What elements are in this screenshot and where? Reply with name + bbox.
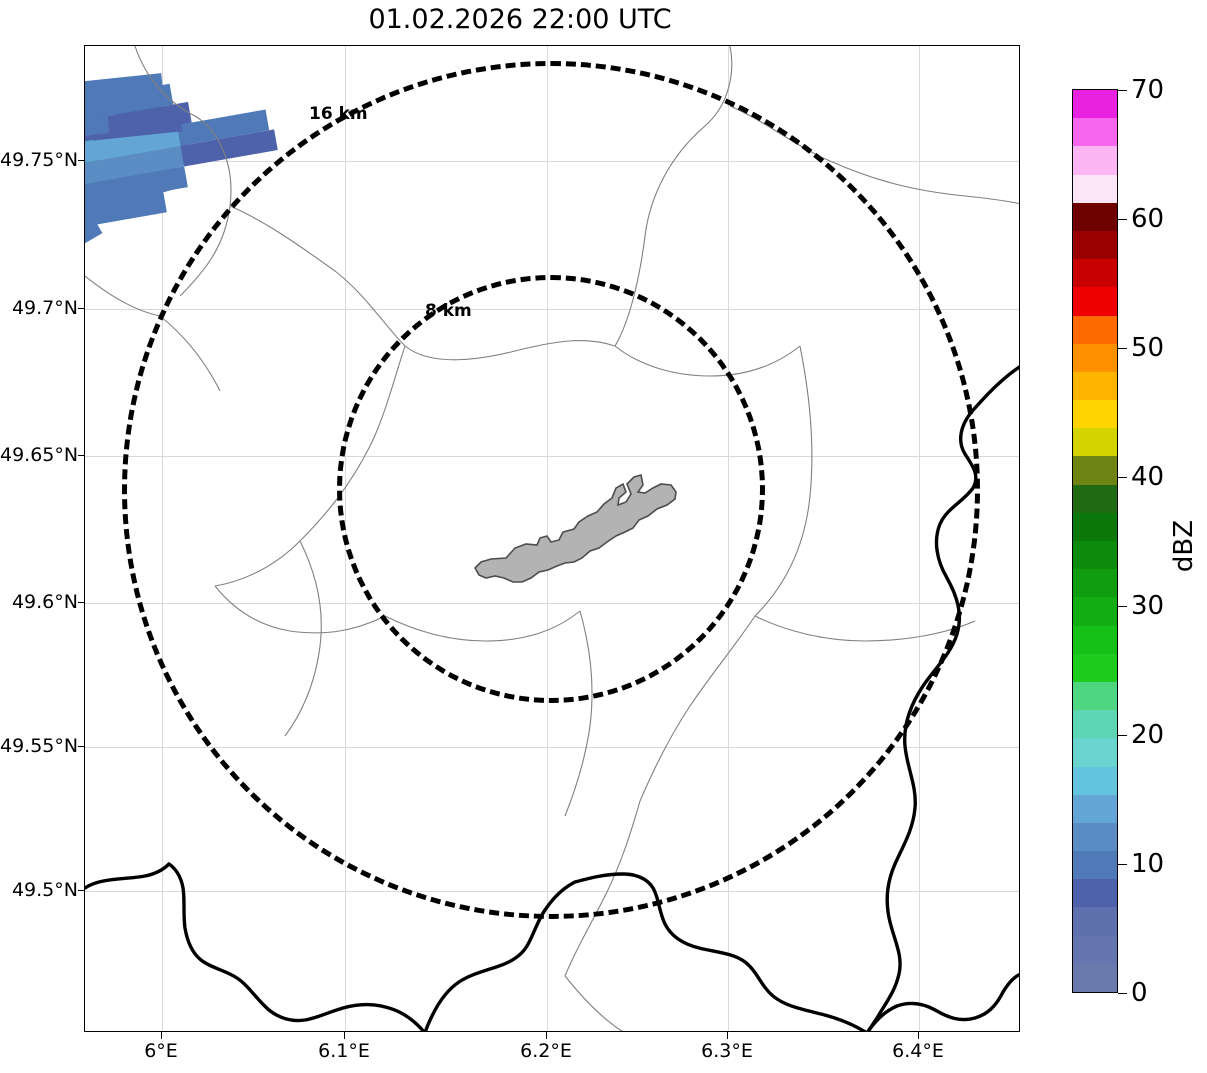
colorbar-band-26 (1073, 230, 1117, 260)
xtick-mark (161, 1032, 163, 1039)
colorbar-band-12 (1073, 625, 1117, 654)
colorbar-tick (1118, 90, 1127, 92)
plot-clip: 16 km 8 km (85, 46, 1019, 1031)
colorbar-band-14 (1073, 569, 1117, 598)
colorbar-band-19 (1073, 428, 1117, 457)
xtick-label: 6.3°E (701, 1040, 753, 1062)
colorbar-tick (1118, 477, 1127, 479)
ytick-label: 49.5°N (11, 879, 78, 901)
colorbar-band-4 (1073, 851, 1117, 880)
colorbar-band-27 (1073, 202, 1117, 231)
colorbar-band-31 (1073, 90, 1117, 119)
ytick-label: 49.7°N (11, 297, 78, 319)
ytick-label: 49.55°N (0, 735, 79, 757)
colorbar-band-7 (1073, 766, 1117, 795)
colorbar-band-15 (1073, 541, 1117, 570)
colorbar-band-25 (1073, 259, 1117, 288)
ytick-label: 49.75°N (0, 149, 79, 171)
xtick-label: 6.2°E (520, 1040, 572, 1062)
colorbar-title: dBZ (1169, 519, 1200, 573)
colorbar-band-17 (1073, 484, 1117, 513)
xtick-mark (727, 1032, 729, 1039)
colorbar-band-10 (1073, 681, 1117, 711)
xtick-mark (546, 1032, 548, 1039)
colorbar-band-28 (1073, 174, 1117, 203)
colorbar-band-3 (1073, 879, 1117, 908)
xtick-label: 6°E (144, 1040, 178, 1062)
ytick-mark (78, 455, 85, 457)
colorbar-tick (1118, 348, 1127, 350)
colorbar-tick (1118, 606, 1127, 608)
xtick-mark (344, 1032, 346, 1039)
colorbar-label: 20 (1131, 720, 1165, 750)
radar-plot-area: 16 km 8 km (84, 45, 1020, 1032)
xtick-mark (918, 1032, 920, 1039)
colorbar-band-5 (1073, 822, 1117, 852)
colorbar-band-18 (1073, 456, 1117, 485)
colorbar-tick (1118, 864, 1127, 866)
colorbar-band-16 (1073, 512, 1117, 541)
colorbar-band-20 (1073, 400, 1117, 429)
ytick-label: 49.65°N (0, 444, 79, 466)
colorbar-band-6 (1073, 794, 1117, 823)
colorbar-label: 70 (1131, 75, 1165, 105)
colorbar-band-8 (1073, 738, 1117, 767)
range-ring-16km (122, 61, 980, 919)
colorbar-band-30 (1073, 118, 1117, 147)
colorbar-band-0 (1073, 963, 1117, 992)
range-ring-label-16km: 16 km (309, 104, 368, 124)
colorbar-label: 40 (1131, 462, 1165, 492)
colorbar-band-23 (1073, 315, 1117, 344)
colorbar-tick (1118, 219, 1127, 221)
colorbar-tick (1118, 993, 1127, 995)
ytick-label: 49.6°N (11, 591, 78, 613)
ytick-mark (78, 160, 85, 162)
colorbar-label: 50 (1131, 333, 1165, 363)
colorbar-band-11 (1073, 653, 1117, 682)
colorbar-label: 60 (1131, 204, 1165, 234)
colorbar-band-9 (1073, 710, 1117, 739)
ytick-mark (78, 746, 85, 748)
colorbar-band-21 (1073, 371, 1117, 401)
range-ring-label-8km: 8 km (425, 301, 472, 321)
colorbar-tick (1118, 735, 1127, 737)
colorbar-band-2 (1073, 907, 1117, 936)
xtick-label: 6.1°E (318, 1040, 370, 1062)
colorbar-band-22 (1073, 343, 1117, 372)
colorbar (1072, 89, 1118, 993)
colorbar-band-13 (1073, 597, 1117, 626)
colorbar-band-29 (1073, 146, 1117, 175)
colorbar-label: 0 (1131, 978, 1148, 1008)
colorbar-label: 10 (1131, 849, 1165, 879)
ytick-mark (78, 602, 85, 604)
ytick-mark (78, 308, 85, 310)
page-title: 01.02.2026 22:00 UTC (368, 4, 672, 35)
colorbar-band-1 (1073, 935, 1117, 964)
colorbar-label: 30 (1131, 591, 1165, 621)
ytick-mark (78, 890, 85, 892)
xtick-label: 6.4°E (892, 1040, 944, 1062)
colorbar-band-24 (1073, 287, 1117, 316)
